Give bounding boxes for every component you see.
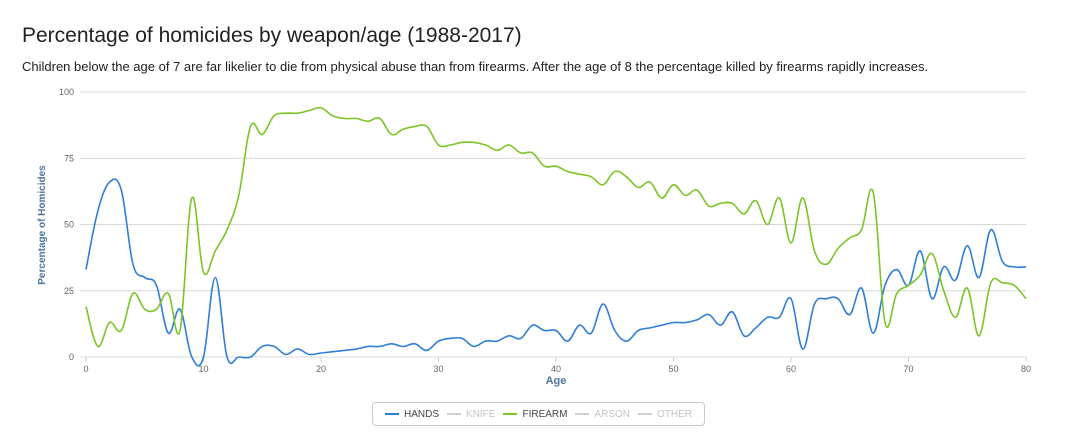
legend-swatch: [447, 413, 462, 415]
legend-swatch: [638, 413, 653, 415]
chart-title: Percentage of homicides by weapon/age (1…: [22, 24, 522, 47]
line-chart: 0 25 50 75 100 0 10 20 30 40 50 60 70 80 Percentage …: [37, 87, 1031, 387]
legend-item-knife[interactable]: KNIFE: [447, 409, 495, 420]
x-axis-label: Age: [546, 375, 567, 387]
series-line-hands[interactable]: [85, 178, 1027, 367]
series-line-firearm[interactable]: [85, 106, 1027, 348]
legend-item-other[interactable]: OTHER: [638, 409, 692, 420]
x-tick-label: 40: [551, 364, 561, 374]
x-tick-label: 80: [1021, 364, 1031, 374]
x-tick-label: 10: [198, 364, 208, 374]
chart-subtitle: Children below the age of 7 are far like…: [22, 59, 929, 74]
x-tick-label: 70: [903, 364, 913, 374]
y-tick-label: 0: [69, 352, 74, 362]
legend-item-arson[interactable]: ARSON: [575, 409, 630, 420]
legend-label: KNIFE: [466, 408, 496, 420]
legend-label: OTHER: [657, 408, 693, 420]
series-lines: [85, 106, 1027, 367]
y-tick-label: 75: [64, 153, 74, 163]
legend-swatch: [385, 413, 399, 415]
grid-lines: [80, 91, 1026, 358]
y-tick-label: 100: [59, 87, 74, 97]
legend-item-firearm[interactable]: FIREARM: [503, 409, 567, 420]
legend-label: ARSON: [594, 408, 631, 420]
x-tick-label: 50: [668, 364, 678, 374]
legend-swatch: [503, 413, 518, 415]
y-tick-label: 25: [64, 286, 74, 296]
legend-item-hands[interactable]: HANDS: [385, 409, 439, 420]
chart-legend: HANDS KNIFE FIREARM ARSON OTHER: [372, 402, 706, 426]
x-tick-labels: 0 10 20 30 40 50 60 70 80: [83, 357, 1031, 374]
x-tick-label: 0: [83, 364, 88, 374]
y-tick-labels: 0 25 50 75 100: [59, 87, 74, 362]
x-tick-label: 20: [316, 364, 326, 374]
legend-label: FIREARM: [522, 408, 568, 420]
x-tick-label: 30: [433, 364, 443, 374]
y-axis-label: Percentage of Homicides: [37, 165, 48, 285]
legend-label: HANDS: [404, 408, 440, 420]
y-tick-label: 50: [64, 220, 74, 230]
legend-swatch: [575, 413, 590, 415]
x-tick-label: 60: [786, 364, 796, 374]
